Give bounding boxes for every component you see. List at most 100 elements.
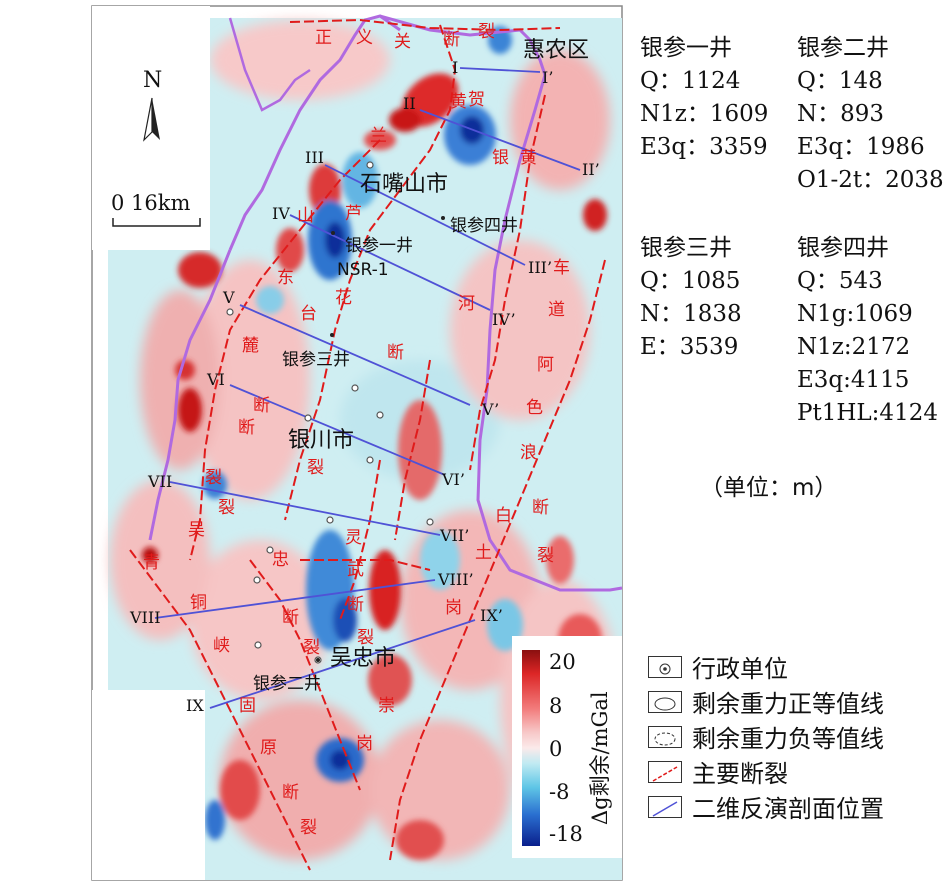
profile-lines bbox=[154, 67, 581, 709]
negative-contour-icon bbox=[648, 725, 682, 748]
legend-label: 剩余重力负等值线 bbox=[692, 725, 884, 753]
well-label: 银参二井 bbox=[253, 674, 321, 694]
section-label: I’ bbox=[542, 68, 554, 87]
section-label: VII’ bbox=[440, 526, 470, 545]
well-info-line: Q：543 bbox=[797, 268, 883, 294]
fault-label: 裂 bbox=[303, 638, 320, 658]
legend-label: 二维反演剖面位置 bbox=[692, 795, 884, 823]
positive-contour-icon bbox=[648, 690, 682, 713]
fault-label: 铜 bbox=[190, 593, 207, 613]
fault-label: 固 bbox=[239, 696, 256, 716]
colorbar-label-text: Δg剩余/mGal bbox=[588, 691, 612, 825]
well-label: 银参一井 bbox=[345, 236, 413, 256]
fault-label: 吴 bbox=[188, 520, 205, 540]
section-label: III bbox=[305, 148, 324, 167]
well-info-line: N1z：1609 bbox=[640, 101, 769, 127]
well-info-2: 银参二井 Q：148 N：893 E3q：1986 O1-2t：2038 bbox=[797, 32, 944, 197]
well-label: 银参三井 bbox=[282, 350, 350, 370]
well-label: NSR-1 bbox=[337, 260, 389, 280]
well-info-line: Q：148 bbox=[797, 68, 883, 94]
fault-label: 黄 bbox=[450, 92, 467, 112]
fault-label: 裂 bbox=[537, 546, 554, 566]
fault-label: 灵 bbox=[345, 528, 362, 548]
well-info-line: N：1838 bbox=[640, 301, 742, 327]
fault-label: 岗 bbox=[356, 734, 373, 754]
legend-label: 剩余重力正等值线 bbox=[692, 690, 884, 718]
fault-label: 兰 bbox=[370, 126, 387, 146]
legend-label: 行政单位 bbox=[692, 655, 788, 683]
fault-label: 阿 bbox=[537, 355, 554, 375]
well-info-line: O1-2t：2038 bbox=[797, 167, 944, 193]
fault-label: 裂 bbox=[357, 628, 374, 648]
section-label: IV’ bbox=[492, 310, 516, 329]
section-label: VI’ bbox=[442, 470, 465, 489]
well-info-line: Pt1HL:4124 bbox=[797, 400, 938, 426]
city-wuzhong: 吴忠市 bbox=[330, 646, 397, 671]
fault-label: 浪 bbox=[520, 443, 537, 463]
legend-item: 行政单位 bbox=[648, 649, 884, 684]
colorbar-tick: 0 bbox=[549, 737, 563, 761]
section-label: III’ bbox=[528, 258, 553, 277]
fault-label: 断 bbox=[238, 418, 255, 438]
legend-label: 主要断裂 bbox=[692, 760, 788, 788]
fault-label: 原 bbox=[260, 738, 277, 758]
colorbar-tick: 8 bbox=[549, 694, 563, 718]
fault-label: 武 bbox=[347, 560, 364, 580]
colorbar-tick: -8 bbox=[549, 780, 570, 804]
section-label: I bbox=[452, 58, 459, 77]
well-info-line: Q：1085 bbox=[640, 268, 741, 294]
scale-label: 0 16km bbox=[111, 191, 191, 215]
well-info-4: 银参四井 Q：543 N1g:1069 N1z:2172 E3q:4115 Pt… bbox=[797, 232, 938, 430]
fault-label: 车 bbox=[553, 258, 570, 278]
fault-label: 峡 bbox=[213, 636, 230, 656]
section-label: VIII’ bbox=[438, 570, 474, 589]
fault-label: 断 bbox=[387, 343, 404, 363]
fault-label: 裂 bbox=[205, 468, 222, 488]
fault-label: 道 bbox=[548, 300, 565, 320]
city-yinchuan: 银川市 bbox=[288, 428, 355, 453]
legend-item: 二维反演剖面位置 bbox=[648, 789, 884, 824]
fault-label: 裂 bbox=[300, 818, 317, 838]
fault-label: 花 bbox=[335, 288, 352, 308]
north-arrow-icon bbox=[143, 97, 160, 142]
fault-label: 断 bbox=[253, 396, 270, 416]
legend-item: 剩余重力正等值线 bbox=[648, 684, 884, 719]
section-label: V’ bbox=[482, 400, 500, 419]
profile-line-icon bbox=[648, 795, 682, 818]
fault-label: 色 bbox=[526, 398, 543, 418]
fault-label: 白 bbox=[495, 506, 512, 526]
well-info-title: 银参三井 bbox=[640, 235, 732, 261]
fault-label: 裂 bbox=[218, 498, 235, 518]
well-info-title: 银参二井 bbox=[797, 35, 889, 61]
well-info-line: E3q：1986 bbox=[797, 134, 925, 160]
colorbar-tick: 20 bbox=[549, 650, 576, 674]
fault-label: 东 bbox=[277, 268, 294, 288]
fault-label: 黄 bbox=[520, 148, 537, 168]
fault-label: 贺 bbox=[468, 90, 485, 110]
fault-label: 芦 bbox=[345, 204, 362, 224]
section-label: IX’ bbox=[480, 606, 503, 625]
city-shizuishan: 石嘴山市 bbox=[360, 172, 449, 197]
fault-label: 断 bbox=[282, 783, 299, 803]
scale-bar bbox=[112, 218, 201, 227]
well-info-line: E3q：3359 bbox=[640, 134, 768, 160]
fault-label: 断 bbox=[443, 30, 460, 50]
legend-item: 剩余重力负等值线 bbox=[648, 719, 884, 754]
unit-label: （单位：m） bbox=[700, 475, 838, 501]
section-label: VIII bbox=[130, 608, 161, 627]
fault-label: 麓 bbox=[242, 336, 259, 356]
fault-label: 正 bbox=[315, 28, 332, 48]
section-label: IX bbox=[186, 696, 204, 715]
fault-label: 忠 bbox=[272, 550, 289, 570]
well-info-line: N1z:2172 bbox=[797, 334, 911, 360]
well-info-3: 银参三井 Q：1085 N：1838 E：3539 bbox=[640, 232, 742, 364]
well-info-line: E3q:4115 bbox=[797, 367, 910, 393]
well-info-title: 银参四井 bbox=[797, 235, 889, 261]
well-info-line: N1g:1069 bbox=[797, 301, 913, 327]
north-label: N bbox=[143, 68, 163, 93]
well-info-line: N：893 bbox=[797, 101, 885, 127]
fault-label: 山 bbox=[297, 206, 314, 226]
legend-item: 主要断裂 bbox=[648, 754, 884, 789]
fault-label: 土 bbox=[475, 543, 492, 563]
